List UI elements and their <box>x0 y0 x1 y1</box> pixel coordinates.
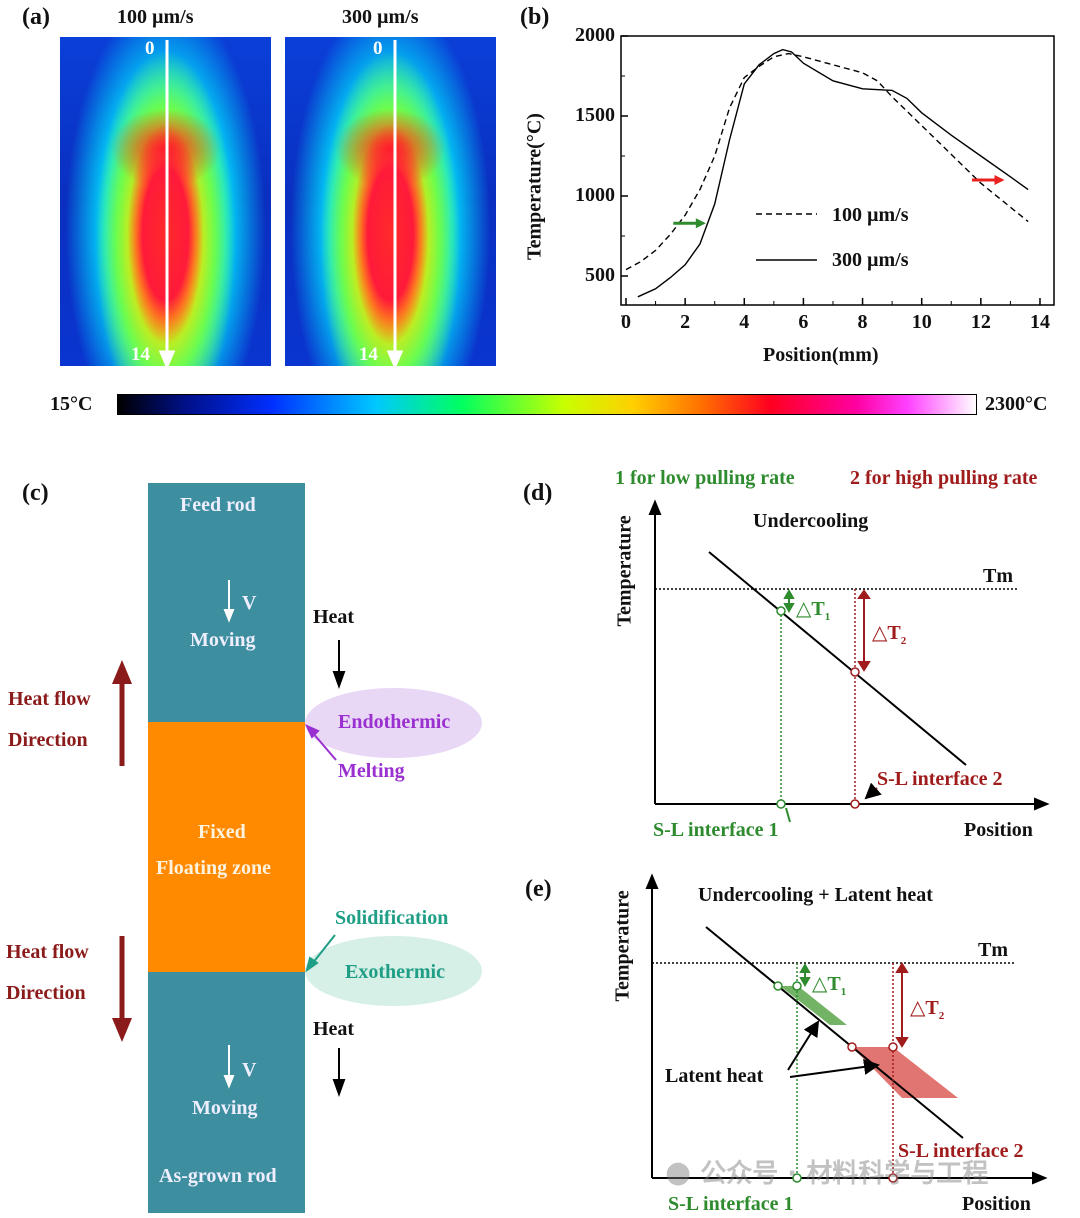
delta-t2-text: △T <box>872 622 901 644</box>
velocity-label: V <box>242 1059 257 1081</box>
latent-heat-label: Latent heat <box>665 1065 764 1087</box>
arrow-head <box>695 218 706 229</box>
melting-label: Melting <box>338 760 405 782</box>
feed-rod-label: Feed rod <box>180 494 256 516</box>
as-grown-rod <box>148 972 305 1213</box>
y-tick-label: 1000 <box>575 184 615 206</box>
sl-interface-2-label: S-L interface 2 <box>898 1140 1024 1162</box>
delta-t1-text: △T <box>812 973 841 995</box>
y-tick-label: 2000 <box>575 24 615 46</box>
delta-t1-subscript: 1 <box>840 986 847 998</box>
panel-label-d: (d) <box>523 480 553 506</box>
panel-e-title: Undercooling + Latent heat <box>698 884 933 906</box>
panel-label-b: (b) <box>520 4 550 30</box>
heat-flow-label: Heat flow <box>6 941 89 963</box>
direction-label: Direction <box>6 982 86 1004</box>
x-tick-label: 10 <box>911 311 932 333</box>
plot-frame <box>620 35 1055 306</box>
wechat-icon: ● <box>665 1155 692 1190</box>
colorbar-max: 2300°C <box>985 393 1048 415</box>
watermark-text: 公众号 · 材料科学与工程 <box>700 1159 989 1189</box>
x-tick-label: 8 <box>857 311 868 333</box>
series-line-100 <box>625 52 1029 271</box>
panel-d-xlabel: Position <box>964 819 1033 841</box>
y-tick-label: 1500 <box>575 104 615 126</box>
velocity-label: V <box>242 592 257 614</box>
exothermic-label: Exothermic <box>345 961 445 983</box>
as-grown-label: As-grown rod <box>159 1165 277 1187</box>
panel-e-xlabel: Position <box>962 1193 1031 1215</box>
x-tick-label: 4 <box>739 311 750 333</box>
legend-low-rate: 1 for low pulling rate <box>615 467 795 489</box>
delta-t2-label: △T2 <box>910 995 944 1022</box>
panel-label-a: (a) <box>22 4 50 30</box>
series-line-300 <box>637 48 1029 298</box>
position-start-label: 0 <box>373 38 383 59</box>
panel-label-e: (e) <box>525 876 552 902</box>
heatmap-title-2: 300 µm/s <box>342 6 419 28</box>
position-end-label: 14 <box>359 344 378 365</box>
moving-label: Moving <box>190 629 256 651</box>
legend-high-rate: 2 for high pulling rate <box>850 467 1038 489</box>
watermark: ● 公众号 · 材料科学与工程 <box>665 1153 988 1190</box>
heat-label: Heat <box>313 1018 355 1040</box>
position-end-label: 14 <box>131 344 150 365</box>
delta-t1-text: △T <box>796 598 825 620</box>
endothermic-label: Endothermic <box>338 711 451 733</box>
x-axis-label: Position(mm) <box>763 344 879 366</box>
floating-zone-label: Floating zone <box>156 857 271 879</box>
legend-label-300: 300 µm/s <box>832 249 909 271</box>
x-tick-label: 0 <box>621 311 631 333</box>
sl-interface-2-label: S-L interface 2 <box>877 768 1003 790</box>
delta-t2-text: △T <box>910 997 939 1019</box>
tm-label: Tm <box>978 939 1008 961</box>
heatmap-300 <box>285 37 496 366</box>
panel-d-title: Undercooling <box>753 510 869 532</box>
fixed-label: Fixed <box>198 821 246 843</box>
delta-t1-subscript: 1 <box>824 611 831 623</box>
direction-label: Direction <box>8 729 88 751</box>
x-tick-label: 2 <box>680 311 691 333</box>
x-tick-label: 14 <box>1029 311 1050 333</box>
y-tick-label: 500 <box>585 264 615 286</box>
endothermic-bubble <box>305 688 482 758</box>
moving-label: Moving <box>192 1097 258 1119</box>
colorbar <box>117 394 977 415</box>
position-start-label: 0 <box>145 38 155 59</box>
floating-zone <box>148 722 305 972</box>
sl-interface-1-label: S-L interface 1 <box>668 1193 794 1215</box>
tm-label: Tm <box>983 565 1013 587</box>
feed-rod <box>148 483 305 722</box>
heatmap-title-1: 100 µm/s <box>117 6 194 28</box>
delta-t1-label: △T1 <box>812 971 846 998</box>
heat-flow-label: Heat flow <box>8 688 91 710</box>
delta-t2-subscript: 2 <box>938 1010 945 1022</box>
panel-label-c: (c) <box>22 480 49 506</box>
legend-label-100: 100 µm/s <box>832 204 909 226</box>
delta-t2-subscript: 2 <box>900 635 907 647</box>
arrow-head <box>994 175 1005 185</box>
delta-t1-label: △T1 <box>796 596 830 623</box>
delta-t2-label: △T2 <box>872 620 906 647</box>
sl-interface-1-label: S-L interface 1 <box>653 819 779 841</box>
x-tick-label: 6 <box>798 311 809 333</box>
heat-label: Heat <box>313 606 355 628</box>
x-tick-label: 12 <box>970 311 991 333</box>
exothermic-bubble <box>305 936 482 1006</box>
colorbar-min: 15°C <box>50 393 93 415</box>
solidification-label: Solidification <box>335 907 449 929</box>
